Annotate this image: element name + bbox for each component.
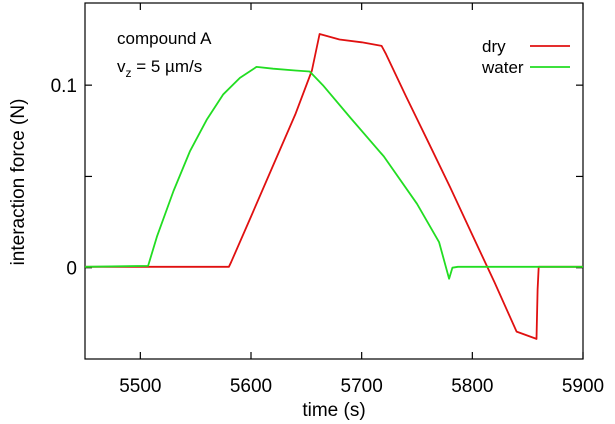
x-tick-label: 5500 xyxy=(119,376,161,397)
legend-label-dry: dry xyxy=(482,37,506,56)
series-line-water xyxy=(84,66,583,280)
legend: dry water xyxy=(481,37,570,77)
x-tick-label: 5600 xyxy=(230,376,272,397)
x-tick-label: 5800 xyxy=(451,376,493,397)
x-tick-label: 5700 xyxy=(341,376,383,397)
plot-frame xyxy=(84,2,584,360)
annotation-compound: compound A xyxy=(117,29,212,48)
series-lines xyxy=(84,33,583,340)
x-tick-label: 5900 xyxy=(562,376,604,397)
annotation-velocity: vz = 5 µm/s xyxy=(117,57,202,80)
axis-tick-labels: 5500 5600 5700 5800 5900 0 0.1 xyxy=(51,76,605,397)
legend-label-water: water xyxy=(481,58,524,77)
velocity-subscript: z xyxy=(126,66,132,80)
x-axis-title: time (s) xyxy=(302,400,365,421)
y-tick-label: 0.1 xyxy=(51,76,77,97)
y-axis-title: interaction force (N) xyxy=(8,99,29,266)
y-tick-label: 0 xyxy=(66,259,77,280)
axis-ticks xyxy=(85,3,584,359)
velocity-value: = 5 µm/s xyxy=(132,57,203,76)
series-line-dry xyxy=(85,33,583,340)
velocity-symbol: v xyxy=(117,57,126,76)
